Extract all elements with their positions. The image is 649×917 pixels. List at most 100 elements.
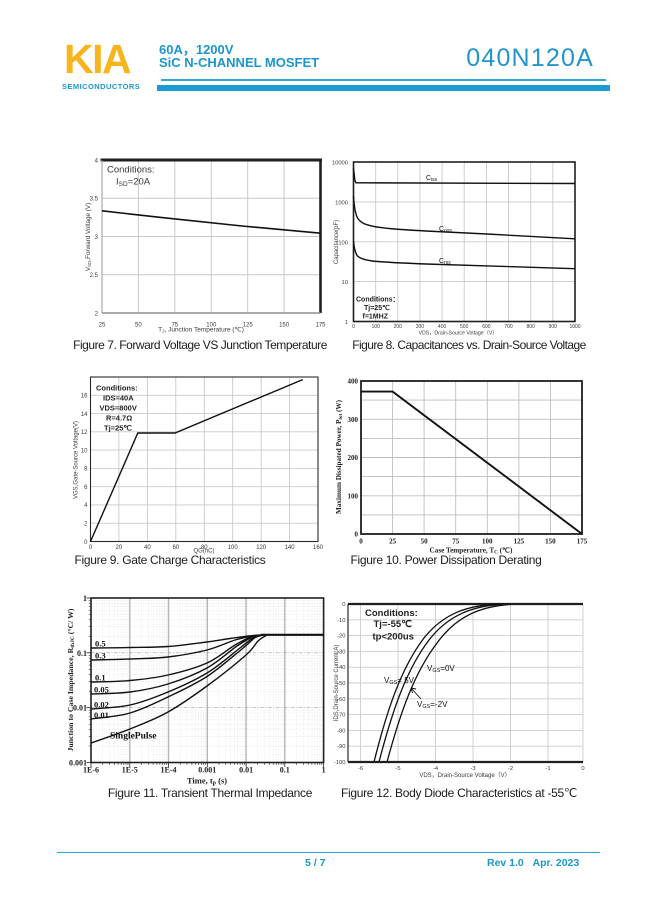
svg-text:Coss: Coss [439,226,452,234]
svg-text:0.001: 0.001 [198,766,216,775]
svg-text:tp<200us: tp<200us [373,632,414,643]
svg-text:-100: -100 [334,760,346,766]
svg-text:Time, tp (s): Time, tp (s) [187,776,227,787]
svg-text:200: 200 [348,454,359,462]
svg-text:0: 0 [352,324,355,330]
svg-text:0.1: 0.1 [77,649,87,658]
svg-text:60: 60 [172,545,179,551]
svg-text:-3: -3 [470,766,475,772]
svg-text:Junction to Case Impedance, Rt: Junction to Case Impedance, RthJC (°C/ W… [66,608,76,751]
svg-text:1: 1 [322,766,326,775]
svg-text:-20: -20 [337,634,345,640]
svg-text:100: 100 [206,323,217,329]
svg-text:100: 100 [372,324,381,330]
svg-text:VGS,Gate-Source Voltage(V): VGS,Gate-Source Voltage(V) [74,421,80,499]
svg-text:SinglePulse: SinglePulse [110,732,156,742]
svg-text:1: 1 [83,594,87,603]
svg-text:75: 75 [171,323,178,329]
svg-text:175: 175 [577,538,588,546]
svg-text:0.1: 0.1 [95,673,106,683]
svg-text:100: 100 [482,538,493,546]
svg-text:1E-4: 1E-4 [161,766,177,775]
svg-text:2: 2 [95,312,99,318]
svg-text:QG(nC): QG(nC) [194,549,215,555]
svg-text:-40: -40 [337,665,345,671]
svg-text:Tj=25℃: Tj=25℃ [364,304,390,312]
svg-text:900: 900 [549,324,558,330]
svg-text:IDS=40A: IDS=40A [103,394,134,403]
svg-text:VGS= 5V: VGS= 5V [384,676,415,686]
svg-text:VSD,Forward Voltage (V): VSD,Forward Voltage (V) [85,203,92,271]
svg-text:0.05: 0.05 [94,685,109,695]
svg-text:125: 125 [514,538,525,546]
svg-text:100: 100 [338,240,348,246]
svg-text:-30: -30 [337,649,345,655]
svg-text:175: 175 [315,323,326,329]
svg-text:-5: -5 [395,766,400,772]
svg-text:4: 4 [95,159,99,165]
svg-text:0: 0 [359,538,363,546]
svg-text:100: 100 [348,492,359,500]
svg-text:-60: -60 [337,697,345,703]
svg-text:16: 16 [81,394,88,400]
svg-text:0.01: 0.01 [94,710,109,720]
svg-text:-50: -50 [337,681,345,687]
svg-text:1: 1 [345,320,348,326]
svg-text:-90: -90 [337,744,345,750]
svg-text:IDS,Drain-Source Current(A): IDS,Drain-Source Current(A) [334,645,340,722]
svg-text:75: 75 [452,538,460,546]
svg-text:4: 4 [84,503,88,509]
svg-text:14: 14 [81,412,88,418]
svg-text:TJ, Junction Temperature (℃): TJ, Junction Temperature (℃) [158,327,244,335]
svg-text:Conditions:: Conditions: [107,165,155,176]
svg-text:VDS=800V: VDS=800V [100,404,137,413]
svg-text:80: 80 [201,545,208,551]
svg-text:VDS，Drain-Source Voltage（V）: VDS，Drain-Source Voltage（V） [419,330,498,337]
svg-text:Ciss: Ciss [426,175,438,183]
svg-text:Tj=25℃: Tj=25℃ [104,424,132,433]
svg-text:1E-5: 1E-5 [122,766,138,775]
svg-text:800: 800 [527,324,536,330]
svg-text:0: 0 [84,540,88,546]
svg-text:160: 160 [313,545,324,551]
svg-text:150: 150 [545,538,556,546]
svg-text:100: 100 [228,545,239,551]
svg-text:500: 500 [460,324,469,330]
svg-text:0: 0 [89,545,93,551]
svg-text:10: 10 [81,448,88,454]
svg-text:1E-6: 1E-6 [83,766,99,775]
svg-text:Conditions:: Conditions: [365,608,418,619]
svg-text:ISD=20A: ISD=20A [116,177,151,189]
svg-text:Case Temperature, TC (℃): Case Temperature, TC (℃) [430,547,514,556]
svg-text:0: 0 [355,531,359,539]
svg-text:f=1MHZ: f=1MHZ [363,314,389,321]
svg-text:140: 140 [285,545,296,551]
svg-text:0.01: 0.01 [239,766,253,775]
svg-text:1000: 1000 [569,324,580,330]
svg-text:0.02: 0.02 [94,700,109,710]
svg-text:-4: -4 [433,766,439,772]
svg-text:2.5: 2.5 [90,273,99,279]
svg-text:10000: 10000 [332,161,348,167]
svg-text:0.001: 0.001 [69,759,87,768]
svg-text:0.1: 0.1 [280,766,290,775]
svg-text:0.01: 0.01 [73,704,87,713]
svg-text:Conditions:: Conditions: [96,384,138,393]
svg-text:8: 8 [84,467,88,473]
svg-text:VDS，Drain-Source Voltage（V）: VDS，Drain-Source Voltage（V） [419,772,510,779]
svg-text:25: 25 [389,538,397,546]
svg-text:VGS=0V: VGS=0V [427,664,455,674]
svg-text:125: 125 [243,323,254,329]
svg-text:400: 400 [438,324,447,330]
svg-text:120: 120 [256,545,267,551]
svg-text:3.5: 3.5 [90,197,99,203]
svg-text:Tj=-55℃: Tj=-55℃ [374,619,413,630]
svg-text:50: 50 [421,538,429,546]
svg-text:0.5: 0.5 [95,639,106,649]
svg-text:1000: 1000 [335,200,348,206]
svg-text:6: 6 [84,485,88,491]
svg-text:Maximum Dissipated Power, Ptot: Maximum Dissipated Power, Ptot (W) [335,399,344,514]
svg-text:600: 600 [482,324,491,330]
svg-text:-10: -10 [337,618,345,624]
svg-text:Capacitance(pF): Capacitance(pF) [334,220,340,264]
